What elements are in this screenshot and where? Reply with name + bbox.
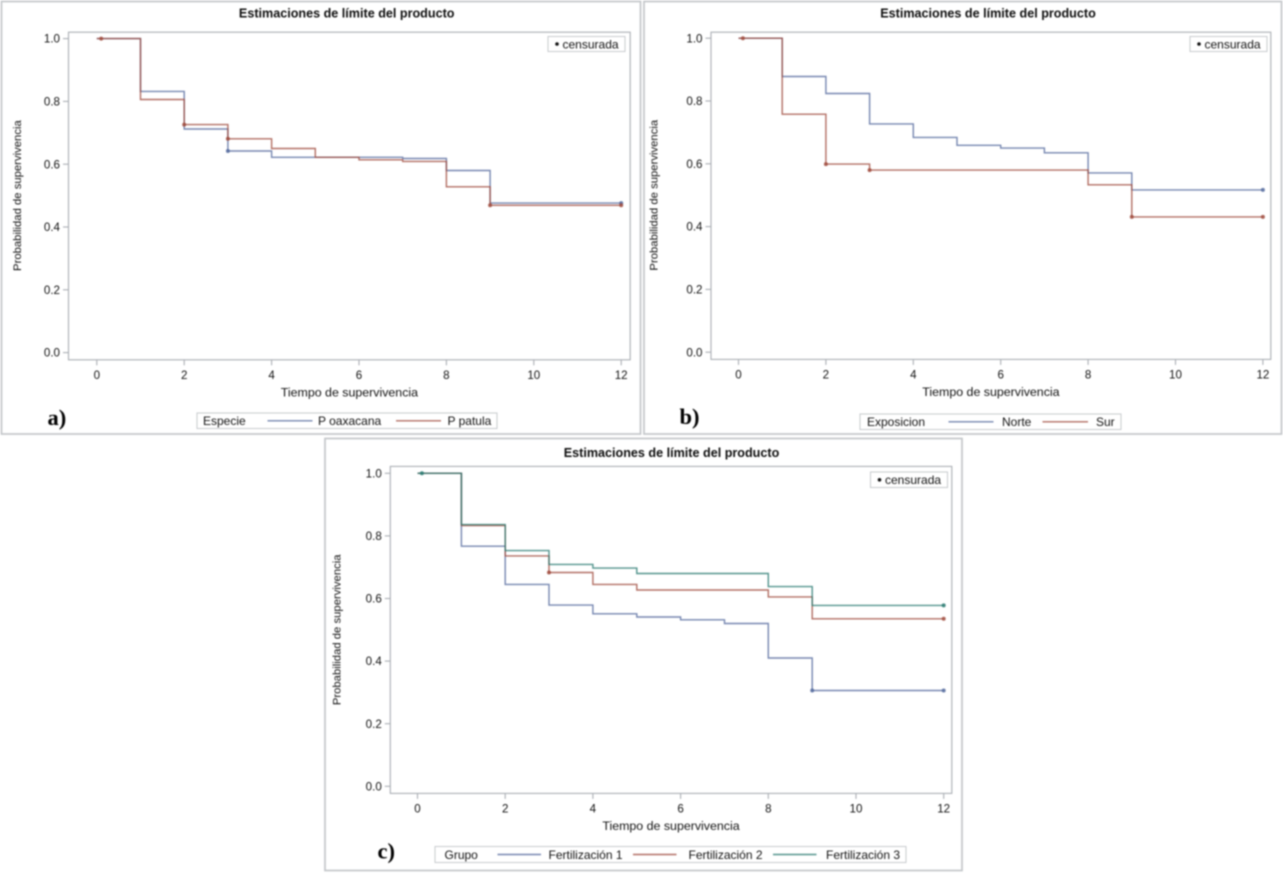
svg-text:0.0: 0.0 bbox=[686, 346, 702, 359]
svg-text:0.0: 0.0 bbox=[366, 780, 382, 793]
svg-text:0.2: 0.2 bbox=[366, 718, 382, 731]
svg-text:8: 8 bbox=[443, 369, 449, 382]
svg-text:Especie: Especie bbox=[203, 414, 246, 428]
svg-text:a): a) bbox=[48, 405, 67, 430]
svg-text:0.4: 0.4 bbox=[366, 655, 383, 668]
svg-text:Tiempo de supervivencia: Tiempo de supervivencia bbox=[922, 385, 1059, 399]
svg-text:6: 6 bbox=[997, 368, 1003, 381]
svg-text:0.4: 0.4 bbox=[686, 221, 703, 234]
svg-text:Estimaciones de límite del pro: Estimaciones de límite del producto bbox=[880, 7, 1096, 21]
svg-text:0.8: 0.8 bbox=[44, 96, 60, 109]
svg-text:censurada: censurada bbox=[885, 473, 941, 487]
svg-text:1.0: 1.0 bbox=[366, 467, 382, 480]
svg-text:10: 10 bbox=[1169, 368, 1182, 381]
svg-text:2: 2 bbox=[181, 369, 187, 382]
svg-text:2: 2 bbox=[823, 368, 829, 381]
svg-text:10: 10 bbox=[527, 369, 540, 382]
svg-text:8: 8 bbox=[1085, 368, 1091, 381]
svg-text:P oaxacana: P oaxacana bbox=[318, 414, 381, 428]
svg-text:12: 12 bbox=[937, 802, 950, 815]
svg-text:b): b) bbox=[680, 404, 700, 429]
svg-text:0.8: 0.8 bbox=[686, 95, 702, 108]
svg-text:Tiempo de supervivencia: Tiempo de supervivencia bbox=[281, 385, 418, 399]
svg-text:10: 10 bbox=[850, 802, 863, 815]
svg-text:4: 4 bbox=[910, 368, 917, 381]
svg-text:censurada: censurada bbox=[563, 37, 619, 51]
svg-text:Estimaciones de límite del pro: Estimaciones de límite del producto bbox=[564, 446, 780, 460]
svg-text:1.0: 1.0 bbox=[686, 32, 702, 45]
svg-text:c): c) bbox=[378, 839, 395, 864]
svg-text:0.6: 0.6 bbox=[686, 158, 702, 171]
svg-text:0: 0 bbox=[735, 368, 741, 381]
svg-text:6: 6 bbox=[356, 369, 362, 382]
svg-text:4: 4 bbox=[590, 802, 597, 815]
svg-text:8: 8 bbox=[765, 802, 771, 815]
svg-text:Norte: Norte bbox=[1002, 415, 1032, 429]
svg-text:Tiempo de supervivencia: Tiempo de supervivencia bbox=[602, 819, 739, 833]
svg-text:Probabilidad de supervivencia: Probabilidad de supervivencia bbox=[649, 119, 661, 270]
svg-text:0.6: 0.6 bbox=[366, 593, 382, 606]
svg-text:Fertilización 3: Fertilización 3 bbox=[826, 848, 900, 862]
svg-text:0.2: 0.2 bbox=[686, 284, 702, 297]
svg-text:Estimaciones de límite del pro: Estimaciones de límite del producto bbox=[239, 7, 455, 21]
svg-text:censurada: censurada bbox=[1205, 37, 1261, 51]
svg-text:0.8: 0.8 bbox=[366, 530, 382, 543]
svg-text:Exposicion: Exposicion bbox=[867, 415, 925, 429]
svg-text:Fertilización 1: Fertilización 1 bbox=[549, 848, 623, 862]
svg-text:0.4: 0.4 bbox=[44, 221, 61, 234]
svg-text:2: 2 bbox=[502, 802, 508, 815]
svg-text:1.0: 1.0 bbox=[44, 33, 60, 46]
svg-text:0.0: 0.0 bbox=[44, 347, 60, 360]
svg-text:Probabilidad de supervivencia: Probabilidad de supervivencia bbox=[12, 120, 24, 271]
svg-text:12: 12 bbox=[1256, 368, 1269, 381]
svg-text:Fertilización 2: Fertilización 2 bbox=[689, 848, 763, 862]
svg-text:Sur: Sur bbox=[1096, 415, 1115, 429]
svg-text:0.6: 0.6 bbox=[44, 158, 60, 171]
svg-text:P patula: P patula bbox=[448, 414, 492, 428]
svg-text:12: 12 bbox=[615, 369, 628, 382]
svg-text:Grupo: Grupo bbox=[445, 848, 479, 862]
svg-text:Probabilidad de supervivencia: Probabilidad de supervivencia bbox=[332, 554, 344, 705]
svg-text:6: 6 bbox=[677, 802, 683, 815]
svg-text:4: 4 bbox=[268, 369, 275, 382]
svg-text:0: 0 bbox=[94, 369, 100, 382]
svg-text:0.2: 0.2 bbox=[44, 284, 60, 297]
svg-text:0: 0 bbox=[414, 802, 420, 815]
